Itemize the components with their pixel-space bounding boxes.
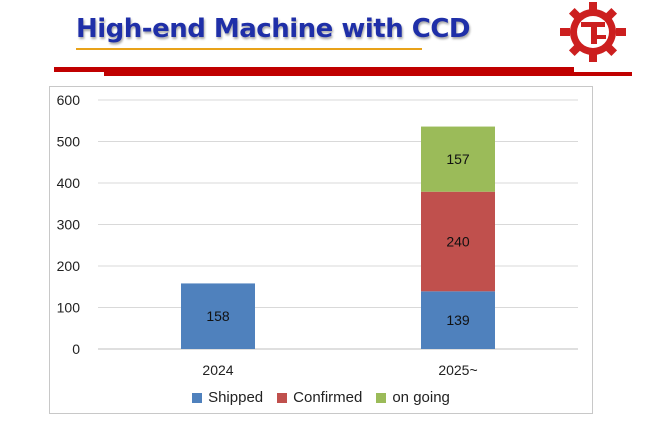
legend-swatch-on-going <box>376 392 387 403</box>
y-tick-label: 300 <box>57 217 81 233</box>
data-label: 157 <box>446 151 470 167</box>
header-divider-top <box>54 67 574 72</box>
data-label: 139 <box>446 312 470 328</box>
legend-swatch-shipped <box>192 392 203 403</box>
legend-label-shipped: Shipped <box>208 389 264 406</box>
slide-title: High-end Machine with CCD <box>76 14 471 44</box>
y-tick-label: 500 <box>57 134 81 150</box>
stacked-bar-chart: 0 100 200 300 400 500 600 158 2024 139 240 157 2025~ <box>57 92 578 378</box>
chart-frame: 0 100 200 300 400 500 600 158 2024 139 240 157 2025~… <box>49 86 593 414</box>
y-tick-label: 100 <box>57 300 81 316</box>
legend-swatch-confirmed <box>277 392 288 403</box>
x-tick-label: 2024 <box>202 362 233 378</box>
legend-item-shipped: Shipped <box>192 389 263 406</box>
bar-shipped <box>181 283 255 349</box>
bar-confirmed <box>421 191 495 292</box>
y-tick-label: 600 <box>57 92 81 108</box>
legend-item-on-going: on going <box>376 389 450 406</box>
data-label: 158 <box>206 308 230 324</box>
y-tick-label: 0 <box>72 341 80 357</box>
y-tick-label: 400 <box>57 175 81 191</box>
legend-label-on-going: on going <box>392 389 450 406</box>
legend-item-confirmed: Confirmed <box>277 389 362 406</box>
company-logo-icon <box>560 2 626 62</box>
bar-shipped <box>421 291 495 349</box>
header-divider-bottom <box>104 72 632 76</box>
title-underline <box>76 48 422 50</box>
chart-legend: Shipped Confirmed on going <box>50 389 592 406</box>
x-tick-label: 2025~ <box>438 362 477 378</box>
y-tick-label: 200 <box>57 258 81 274</box>
legend-label-confirmed: Confirmed <box>293 389 363 406</box>
bar-on-going <box>421 126 495 192</box>
data-label: 240 <box>446 234 470 250</box>
